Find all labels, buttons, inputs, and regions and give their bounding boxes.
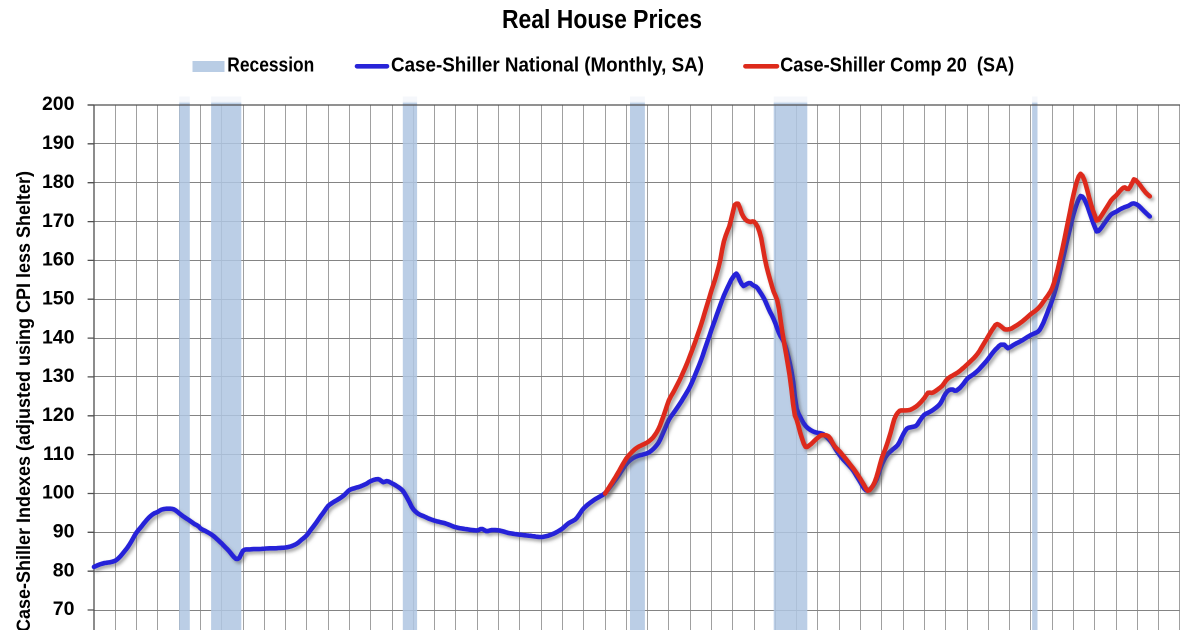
- svg-text:160: 160: [42, 249, 75, 271]
- svg-text:180: 180: [42, 171, 75, 193]
- svg-text:Case-Shiller Indexes (adjusted: Case-Shiller Indexes (adjusted using CPI…: [13, 171, 35, 630]
- svg-text:Real House Prices: Real House Prices: [502, 4, 702, 34]
- svg-text:70: 70: [53, 598, 75, 620]
- svg-text:170: 170: [42, 210, 75, 232]
- svg-text:140: 140: [42, 326, 75, 348]
- svg-text:Recession: Recession: [227, 53, 314, 76]
- svg-text:110: 110: [43, 443, 75, 465]
- svg-text:130: 130: [42, 365, 75, 387]
- svg-text:Case-Shiller Comp 20 (SA): Case-Shiller Comp 20 (SA): [780, 53, 1014, 76]
- svg-text:90: 90: [53, 521, 75, 543]
- svg-text:Case-Shiller National (Monthly: Case-Shiller National (Monthly, SA): [391, 53, 704, 76]
- svg-text:80: 80: [53, 559, 75, 581]
- svg-text:120: 120: [42, 404, 75, 426]
- svg-text:150: 150: [42, 287, 75, 309]
- svg-text:200: 200: [42, 93, 75, 115]
- svg-text:100: 100: [42, 482, 75, 504]
- svg-text:190: 190: [42, 132, 75, 154]
